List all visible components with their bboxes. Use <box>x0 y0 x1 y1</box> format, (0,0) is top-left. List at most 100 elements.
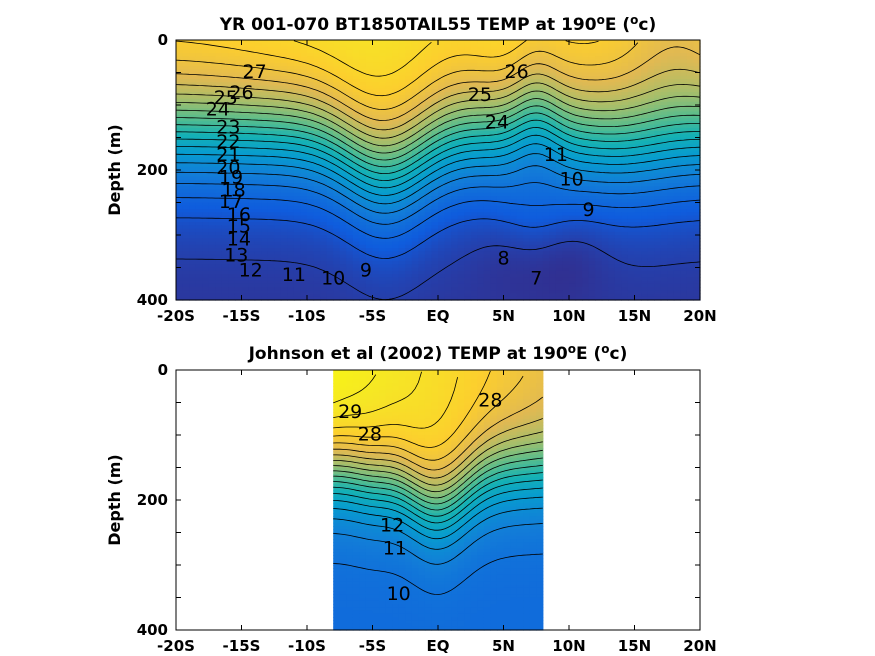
heatmap-cell <box>287 111 295 116</box>
heatmap-cell <box>398 59 406 64</box>
heatmap-cell <box>575 264 583 269</box>
heatmap-cell <box>241 137 249 142</box>
heatmap-cell <box>536 137 544 142</box>
heatmap-cell <box>418 111 426 116</box>
heatmap-cell <box>457 296 465 301</box>
heatmap-cell <box>483 222 491 226</box>
heatmap-cell <box>569 215 577 220</box>
heatmap-cell <box>542 69 550 74</box>
heatmap-cell <box>477 111 485 116</box>
heatmap-cell <box>195 296 203 301</box>
heatmap-cell <box>221 244 229 249</box>
heatmap-cell <box>411 140 419 145</box>
heatmap-cell <box>529 257 537 262</box>
heatmap-cell <box>510 43 518 48</box>
heatmap-cell <box>464 244 472 249</box>
heatmap-cell <box>221 189 229 194</box>
heatmap-cell <box>280 189 288 194</box>
heatmap-cell <box>215 82 223 87</box>
heatmap-cell <box>307 170 315 174</box>
heatmap-cell <box>280 92 288 96</box>
heatmap-cell <box>385 147 393 152</box>
heatmap-cell <box>280 231 288 236</box>
heatmap-cell <box>523 121 531 126</box>
heatmap-cell <box>352 261 360 265</box>
heatmap-cell <box>300 56 308 61</box>
heatmap-cell <box>542 92 550 96</box>
heatmap-cell <box>451 274 459 278</box>
heatmap-cell <box>189 173 197 178</box>
heatmap-cell <box>424 72 433 77</box>
heatmap-cell <box>510 274 518 278</box>
heatmap-cell <box>346 166 354 171</box>
heatmap-cell <box>457 244 465 249</box>
heatmap-cell <box>464 140 472 145</box>
heatmap-cell <box>359 222 367 226</box>
heatmap-cell <box>195 157 203 161</box>
heatmap-cell <box>379 163 387 168</box>
heatmap-cell <box>457 186 465 191</box>
heatmap-cell <box>228 101 236 106</box>
heatmap-cell <box>326 192 334 197</box>
heatmap-cell <box>195 209 203 213</box>
heatmap-cell <box>339 131 347 135</box>
heatmap-cell <box>555 283 564 288</box>
heatmap-cell <box>444 212 452 217</box>
heatmap-cell <box>392 270 400 275</box>
heatmap-cell <box>398 124 406 129</box>
heatmap-cell <box>176 209 184 213</box>
heatmap-cell <box>326 254 334 259</box>
heatmap-cell <box>333 150 341 155</box>
heatmap-cell <box>464 144 472 148</box>
heatmap-cell <box>431 121 439 126</box>
heatmap-cell <box>352 254 360 259</box>
heatmap-cell <box>182 241 190 246</box>
heatmap-cell <box>280 277 288 282</box>
heatmap-cell <box>529 59 537 64</box>
heatmap-cell <box>339 111 347 116</box>
heatmap-cell <box>379 228 387 233</box>
heatmap-cell <box>405 66 413 70</box>
heatmap-cell <box>313 192 321 197</box>
heatmap-cell <box>182 46 190 51</box>
heatmap-cell <box>248 277 256 282</box>
heatmap-cell <box>241 147 249 152</box>
heatmap-cell <box>582 75 590 80</box>
heatmap-cell <box>569 244 577 249</box>
heatmap-cell <box>451 186 459 191</box>
heatmap-cell <box>575 186 583 191</box>
heatmap-cell <box>438 111 446 116</box>
heatmap-cell <box>320 209 328 213</box>
heatmap-cell <box>372 257 380 262</box>
heatmap-cell <box>248 235 256 239</box>
heatmap-cell <box>195 69 203 74</box>
heatmap-cell <box>451 222 459 226</box>
heatmap-cell <box>346 267 354 272</box>
heatmap-cell <box>365 72 374 77</box>
heatmap-cell <box>359 62 367 67</box>
heatmap-cell <box>254 157 262 161</box>
heatmap-cell <box>320 69 328 74</box>
heatmap-cell <box>293 82 302 87</box>
heatmap-cell <box>346 147 354 152</box>
heatmap-cell <box>431 140 439 145</box>
heatmap-cell <box>529 215 537 220</box>
heatmap-cell <box>523 241 531 246</box>
heatmap-cell <box>307 92 315 96</box>
heatmap-cell <box>418 205 426 210</box>
heatmap-cell <box>516 111 524 116</box>
heatmap-cell <box>392 140 400 145</box>
heatmap-cell <box>457 215 465 220</box>
heatmap-cell <box>182 121 190 126</box>
heatmap-cell <box>280 153 288 158</box>
heatmap-cell <box>411 287 419 291</box>
heatmap-cell <box>234 82 243 87</box>
heatmap-cell <box>575 290 583 295</box>
heatmap-cell <box>555 92 564 96</box>
heatmap-cell <box>215 235 223 239</box>
heatmap-cell <box>451 66 459 70</box>
heatmap-cell <box>241 69 249 74</box>
heatmap-cell <box>280 150 288 155</box>
heatmap-cell <box>549 46 557 51</box>
heatmap-cell <box>228 290 236 295</box>
